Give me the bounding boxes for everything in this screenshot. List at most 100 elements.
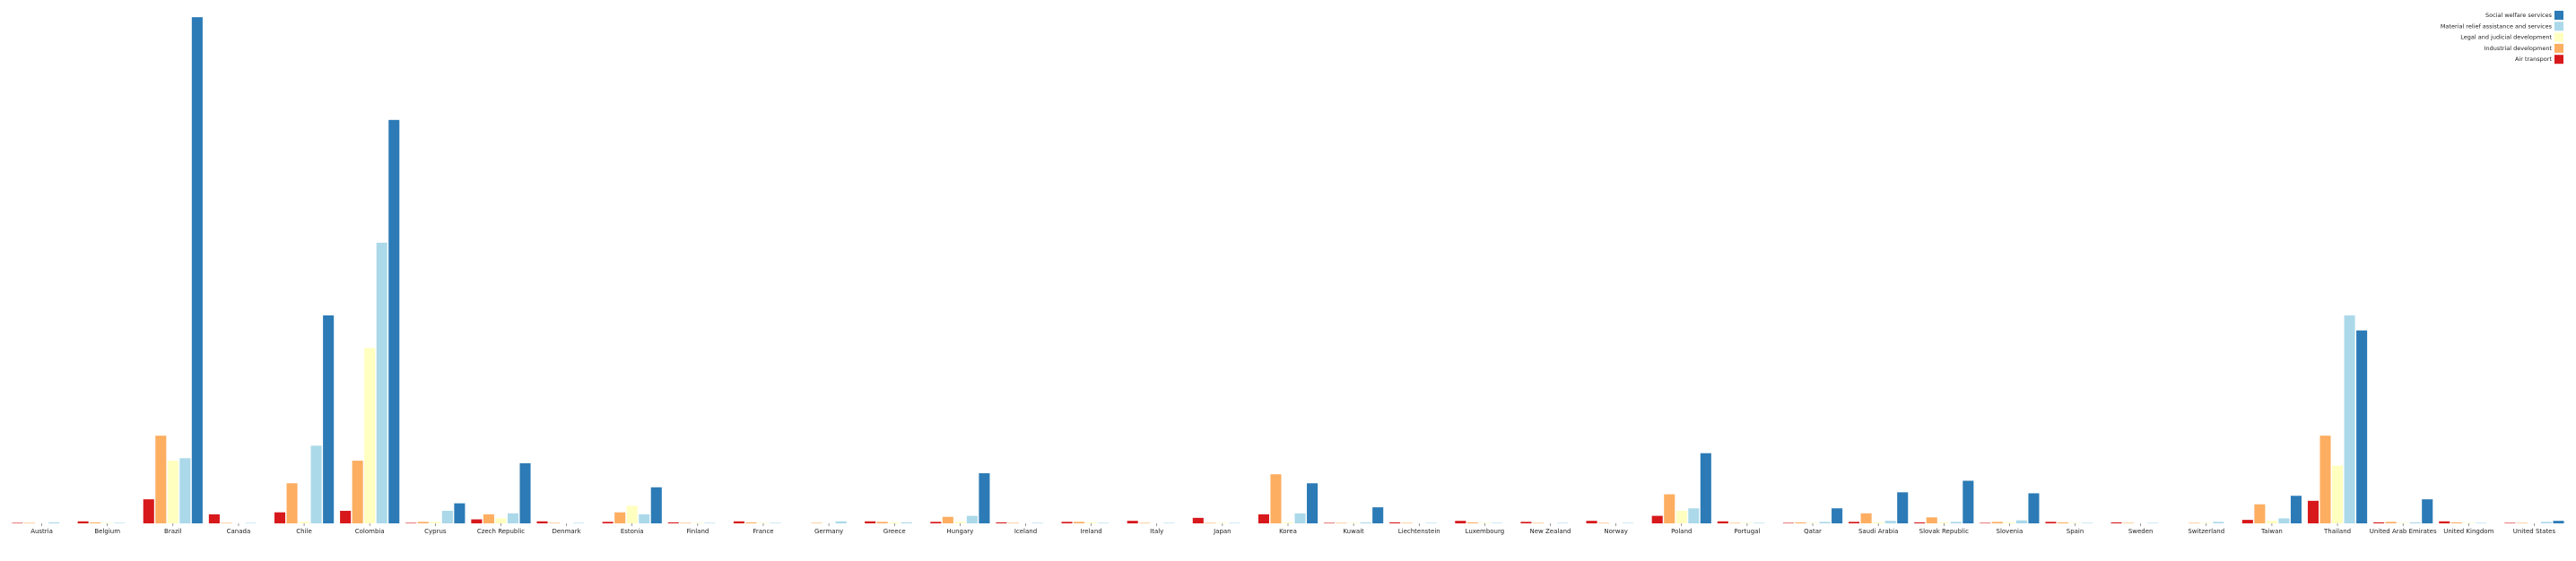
bar-chile-industrial-development: [286, 483, 298, 523]
bar-slovenia-air-transport: [1980, 522, 1991, 524]
bar-thailand-social-welfare-services: [2356, 330, 2368, 523]
x-tick-label: Slovak Republic: [1919, 528, 1969, 535]
legend-label-material-relief-assistance-and-services: Material relief assistance and services: [2441, 22, 2553, 30]
bar-poland-social-welfare-services: [1700, 453, 1711, 523]
bar-estonia-social-welfare-services: [650, 487, 662, 523]
bar-slovak-republic-material-relief-assistance-and-services: [1950, 522, 1962, 523]
bar-united-kingdom-industrial-development: [2450, 522, 2462, 523]
x-tick-label: Austria: [30, 528, 53, 535]
bar-canada-industrial-development: [221, 522, 232, 524]
x-tick-label: Italy: [1150, 528, 1163, 535]
legend-swatch-industrial-development: [2554, 43, 2563, 53]
bar-slovenia-material-relief-assistance-and-services: [2015, 520, 2027, 523]
bar-new-zealand-material-relief-assistance-and-services: [1557, 522, 1569, 524]
bar-spain-material-relief-assistance-and-services: [2082, 522, 2093, 524]
bar-kuwait-legal-and-judicial-development: [1348, 522, 1360, 524]
legend-label-air-transport: Air transport: [2515, 56, 2552, 63]
bar-estonia-legal-and-judicial-development: [626, 505, 638, 523]
bar-taiwan-material-relief-assistance-and-services: [2278, 518, 2290, 523]
bar-japan-legal-and-judicial-development: [1216, 522, 1228, 524]
bar-kuwait-social-welfare-services: [1372, 507, 1384, 523]
bar-ireland-industrial-development: [1074, 522, 1085, 523]
bar-sweden-material-relief-assistance-and-services: [2147, 522, 2159, 524]
bar-greece-legal-and-judicial-development: [889, 522, 901, 523]
x-tick-label: Cyprus: [424, 528, 447, 535]
x-tick-label: Spain: [2067, 528, 2084, 535]
bar-iceland-industrial-development: [1007, 522, 1019, 524]
x-tick-label: Canada: [227, 528, 251, 535]
bar-liechtenstein-material-relief-assistance-and-services: [1425, 522, 1437, 524]
bar-poland-material-relief-assistance-and-services: [1688, 508, 1700, 523]
bar-poland-industrial-development: [1664, 494, 1675, 523]
bar-hungary-industrial-development: [942, 516, 953, 523]
x-tick-label: Portugal: [1734, 528, 1760, 535]
bar-korea-air-transport: [1258, 514, 1269, 523]
bar-taiwan-social-welfare-services: [2290, 496, 2302, 523]
x-tick-label: Ireland: [1081, 528, 1102, 535]
bar-poland-legal-and-judicial-development: [1675, 511, 1687, 523]
bar-france-industrial-development: [745, 522, 757, 523]
bar-saudi-arabia-industrial-development: [1860, 513, 1872, 523]
bar-hungary-material-relief-assistance-and-services: [966, 515, 978, 523]
bar-saudi-arabia-social-welfare-services: [1897, 492, 1909, 523]
bar-finland-air-transport: [667, 522, 679, 523]
bar-slovak-republic-air-transport: [1914, 522, 1926, 523]
bar-hungary-air-transport: [930, 522, 942, 523]
bar-greece-air-transport: [865, 521, 876, 523]
bar-thailand-air-transport: [2307, 500, 2319, 523]
bar-finland-industrial-development: [680, 522, 692, 524]
bar-united-kingdom-material-relief-assistance-and-services: [2475, 522, 2486, 524]
bar-united-states-industrial-development: [2516, 522, 2528, 524]
bar-qatar-industrial-development: [1795, 522, 1806, 523]
bar-italy-material-relief-assistance-and-services: [1163, 522, 1175, 524]
bar-czech-republic-legal-and-judicial-development: [495, 518, 507, 523]
bar-united-arab-emirates-legal-and-judicial-development: [2398, 522, 2409, 524]
bar-slovenia-social-welfare-services: [2028, 493, 2040, 523]
x-tick-label: Japan: [1213, 528, 1231, 535]
bar-saudi-arabia-air-transport: [1849, 522, 1860, 523]
bar-thailand-legal-and-judicial-development: [2332, 465, 2344, 523]
bar-slovenia-industrial-development: [1991, 522, 2003, 523]
bar-switzerland-material-relief-assistance-and-services: [2213, 522, 2224, 523]
bar-iceland-air-transport: [996, 522, 1007, 523]
x-tick-label: Switzerland: [2188, 528, 2224, 535]
bar-liechtenstein-air-transport: [1389, 522, 1401, 523]
bar-denmark-industrial-development: [549, 522, 561, 524]
legend-swatch-material-relief-assistance-and-services: [2554, 22, 2563, 31]
bar-cyprus-social-welfare-services: [454, 503, 466, 523]
x-tick-label: Sweden: [2128, 528, 2154, 535]
bar-canada-material-relief-assistance-and-services: [245, 522, 257, 524]
bar-hungary-social-welfare-services: [979, 473, 990, 523]
bar-luxembourg-material-relief-assistance-and-services: [1491, 522, 1502, 524]
bar-brazil-material-relief-assistance-and-services: [179, 458, 191, 523]
x-tick-label: Denmark: [552, 528, 581, 535]
bar-united-states-air-transport: [2504, 522, 2516, 524]
bar-austria-material-relief-assistance-and-services: [48, 522, 60, 523]
x-tick-label: United States: [2513, 528, 2556, 535]
bar-chile-legal-and-judicial-development: [299, 522, 310, 523]
bar-qatar-air-transport: [1782, 522, 1795, 524]
bar-ireland-material-relief-assistance-and-services: [1098, 522, 1110, 524]
bar-luxembourg-industrial-development: [1466, 522, 1478, 523]
bar-brazil-social-welfare-services: [191, 17, 203, 524]
bar-brazil-legal-and-judicial-development: [167, 461, 178, 523]
bar-portugal-industrial-development: [1729, 522, 1741, 524]
x-tick-label: Liechtenstein: [1398, 528, 1440, 535]
bar-kuwait-industrial-development: [1336, 522, 1347, 524]
x-tick-label: Hungary: [946, 528, 973, 535]
bar-japan-material-relief-assistance-and-services: [1229, 522, 1240, 524]
bar-korea-industrial-development: [1270, 474, 1282, 523]
bar-japan-industrial-development: [1205, 522, 1216, 524]
x-axis: Austria Belgium Brazil Canada Chile Colombia C…: [30, 523, 2555, 535]
bar-portugal-legal-and-judicial-development: [1741, 522, 1753, 524]
bar-austria-industrial-development: [24, 522, 36, 524]
bar-colombia-material-relief-assistance-and-services: [376, 242, 387, 523]
x-tick-label: Brazil: [164, 528, 182, 535]
x-tick-label: Greece: [883, 528, 906, 535]
bar-estonia-industrial-development: [614, 512, 626, 523]
x-tick-label: United Arab Emirates: [2370, 528, 2437, 535]
bar-spain-legal-and-judicial-development: [2069, 522, 2081, 524]
bar-taiwan-legal-and-judicial-development: [2266, 521, 2277, 523]
bar-ireland-air-transport: [1061, 522, 1073, 523]
